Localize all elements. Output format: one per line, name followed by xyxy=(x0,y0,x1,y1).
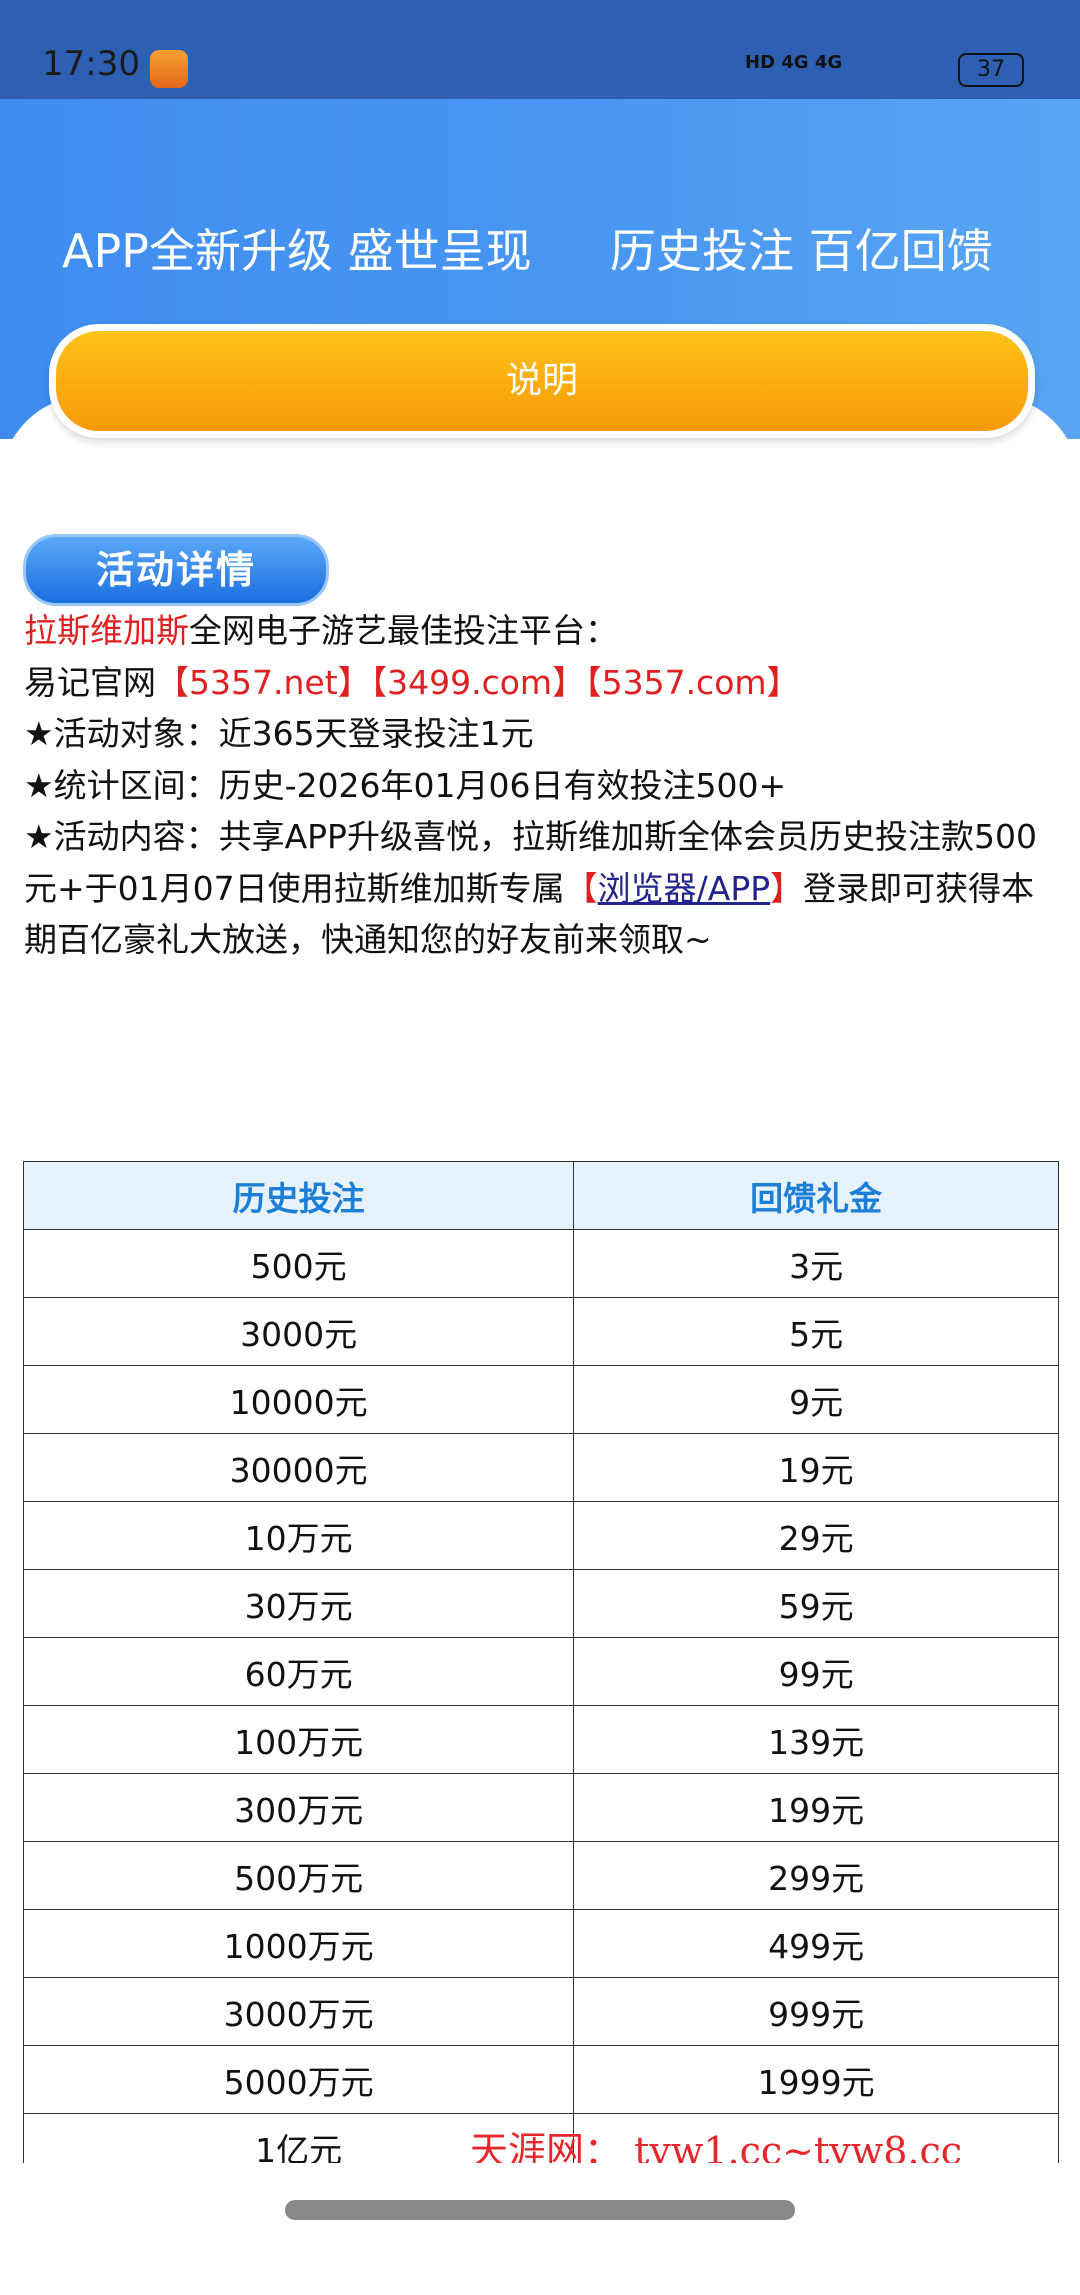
cell: 300万元 xyxy=(22,1773,575,1842)
page: {"status_bar":{"time":"17:30","signal":"… xyxy=(0,0,1080,2220)
cell: 1999元 xyxy=(573,2045,1059,2114)
text: 易记官网 xyxy=(24,662,156,702)
row: 1000万元 499元 xyxy=(22,1909,1059,1978)
cell: 100万元 xyxy=(22,1705,575,1774)
details: 拉斯维加斯全网电子游艺最佳投注平台： 易记官网【5357.net】【3499.c… xyxy=(24,605,1064,966)
line: ★统计区间：历史-2026年01月06日有效投注500+ xyxy=(24,765,787,805)
cell: 500万元 xyxy=(22,1841,575,1910)
text: 【5357.net】【3499.com】【5357.com】 xyxy=(156,662,800,702)
line: 易记官网【5357.net】【3499.com】【5357.com】 xyxy=(24,657,1064,709)
line: ★活动对象：近365天登录投注1元 xyxy=(24,714,534,753)
cell: 9元 xyxy=(573,1365,1059,1434)
line: ★活动内容：共享APP升级喜悦，拉斯维加斯全体会员历史投注款500元+于01月0… xyxy=(24,811,1064,966)
app-icon xyxy=(150,50,188,88)
text: 】 xyxy=(770,868,804,908)
banner-title: APP全新升级 盛世呈现 xyxy=(62,224,532,278)
badge: 活动详情 xyxy=(23,534,329,606)
row: 10万元 29元 xyxy=(22,1501,1059,1570)
cell: 5000万元 xyxy=(22,2045,575,2114)
cell: 60万元 xyxy=(22,1637,575,1706)
cell: 5元 xyxy=(573,1297,1059,1366)
line: 拉斯维加斯全网电子游艺最佳投注平台： xyxy=(24,605,1064,657)
cell: 10000元 xyxy=(22,1365,575,1434)
text: 全网电子游艺最佳投注平台： xyxy=(189,611,618,650)
row: 60万元 99元 xyxy=(22,1637,1059,1706)
explain-button[interactable]: 说明 xyxy=(49,324,1035,438)
status-bar: 17:30 HD 4G 4G 37 xyxy=(0,0,1080,99)
row: 10000元 9元 xyxy=(22,1365,1059,1434)
row: 500元 3元 xyxy=(22,1229,1059,1298)
cell: 99元 xyxy=(573,1637,1059,1706)
cell: 1000万元 xyxy=(22,1909,575,1978)
cell: 10万元 xyxy=(22,1501,575,1570)
cell: 30万元 xyxy=(22,1569,575,1638)
link[interactable]: 浏览器/APP xyxy=(597,868,771,908)
header-cell: 回馈礼金 xyxy=(573,1161,1059,1230)
cell: 19元 xyxy=(573,1433,1059,1502)
cell: 500元 xyxy=(22,1229,575,1298)
cell: 30000元 xyxy=(22,1433,575,1502)
text: 【 xyxy=(564,868,598,908)
cell: 3元 xyxy=(573,1229,1059,1298)
text: 拉斯维加斯 xyxy=(24,611,189,650)
cell: 139元 xyxy=(573,1705,1059,1774)
banner-title: 历史投注 百亿回馈 xyxy=(610,224,993,278)
row: 3000元 5元 xyxy=(22,1297,1059,1366)
cell: 299元 xyxy=(573,1841,1059,1910)
row: 5000万元 1999元 xyxy=(22,2045,1059,2114)
battery: 37 xyxy=(958,53,1024,87)
cell: 3000万元 xyxy=(22,1977,575,2046)
text: 登录即可获得本期百亿豪礼大放送，快通知您的好友前来领取~ xyxy=(24,868,1035,960)
header-row: 历史投注 回馈礼金 xyxy=(22,1161,1059,1230)
cell: 59元 xyxy=(573,1569,1059,1638)
home-indicator[interactable] xyxy=(285,2200,795,2220)
row: 300万元 199元 xyxy=(22,1773,1059,1842)
text: ★活动内容：共享APP升级喜悦，拉斯维加斯全体会员历史投注款500元+于01月0… xyxy=(24,817,1037,908)
cell: 499元 xyxy=(573,1909,1059,1978)
cell: 999元 xyxy=(573,1977,1059,2046)
row: 100万元 139元 xyxy=(22,1705,1059,1774)
row: 3000万元 999元 xyxy=(22,1977,1059,2046)
row: 30万元 59元 xyxy=(22,1569,1059,1638)
cell: 3000元 xyxy=(22,1297,575,1366)
reward-table: 历史投注 回馈礼金 500元 3元 3000元 5元 10000元 9元 30000元 19元 10… xyxy=(22,1161,1059,2182)
row: 30000元 19元 xyxy=(22,1433,1059,1502)
time: 17:30 xyxy=(42,44,140,84)
header-cell: 历史投注 xyxy=(22,1161,575,1230)
cell: 199元 xyxy=(573,1773,1059,1842)
signal: HD 4G 4G xyxy=(745,52,843,73)
cell: 29元 xyxy=(573,1501,1059,1570)
row: 500万元 299元 xyxy=(22,1841,1059,1910)
